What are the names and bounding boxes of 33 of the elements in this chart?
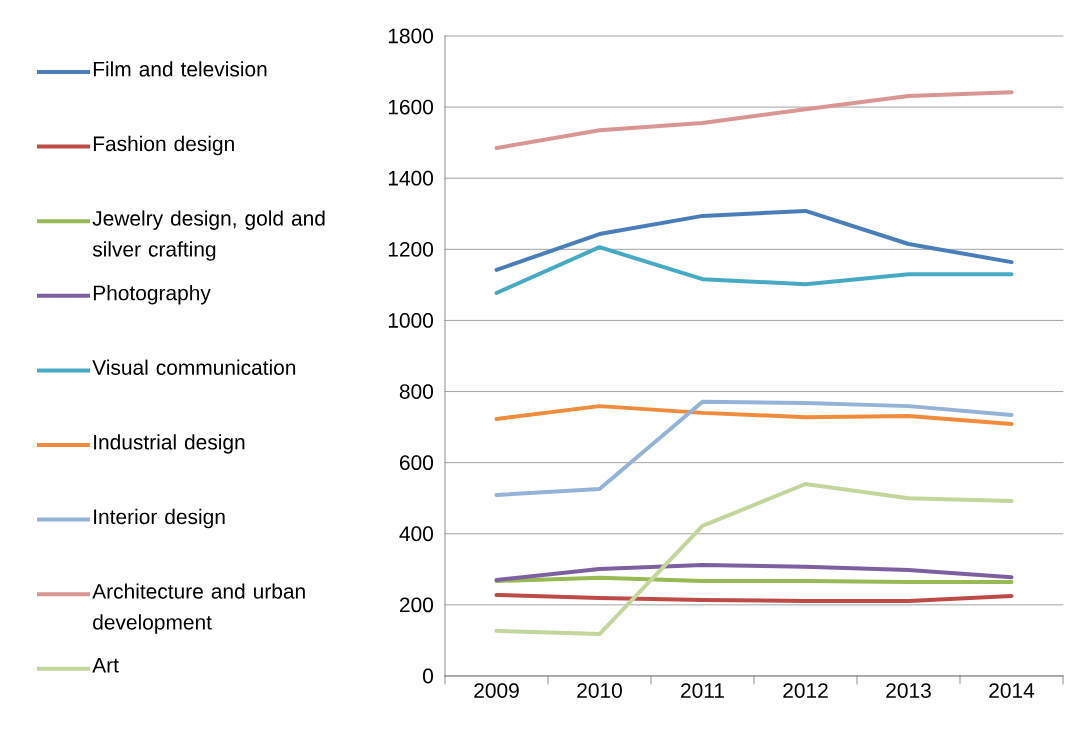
legend-label: Industrial design <box>94 434 245 454</box>
y-tick-label: 800 <box>399 384 434 399</box>
y-tick-label: 1400 <box>388 170 434 186</box>
x-tick-label: 2012 <box>783 683 828 698</box>
line-series <box>494 481 1014 637</box>
line-series <box>494 563 1014 582</box>
y-tick-label: 1000 <box>388 313 434 328</box>
legend-label: Photography <box>93 284 211 305</box>
line-series <box>494 208 1014 272</box>
legend-label: Art <box>92 657 119 673</box>
line-series <box>494 90 1014 150</box>
x-tick-label: 2011 <box>681 683 724 698</box>
y-tick-label: 1800 <box>388 28 434 44</box>
y-tick-label: 400 <box>399 526 434 542</box>
y-tick-label: 200 <box>399 597 434 613</box>
y-tick-label: 600 <box>399 455 434 471</box>
legend-label: Architecture and urban development <box>92 583 305 634</box>
y-tick-label: 1200 <box>388 241 434 257</box>
y-tick-label: 1600 <box>388 99 434 115</box>
x-tick-label: 2013 <box>886 683 931 698</box>
line-series <box>494 592 1014 603</box>
x-tick-label: 2010 <box>577 683 622 698</box>
x-tick-label: 2014 <box>989 683 1035 698</box>
legend-label: Interior design <box>94 508 225 529</box>
line-series <box>494 245 1014 296</box>
legend-label: Visual communication <box>92 359 296 375</box>
y-tick-label: 0 <box>423 668 434 684</box>
legend-label: Fashion design <box>93 135 234 156</box>
legend-label: Film and television <box>93 61 267 77</box>
legend-label: Jewelry design, gold and silver crafting <box>92 210 325 261</box>
x-tick-label: 2009 <box>474 683 519 698</box>
line-series <box>494 404 1014 426</box>
line-series <box>494 399 1014 497</box>
